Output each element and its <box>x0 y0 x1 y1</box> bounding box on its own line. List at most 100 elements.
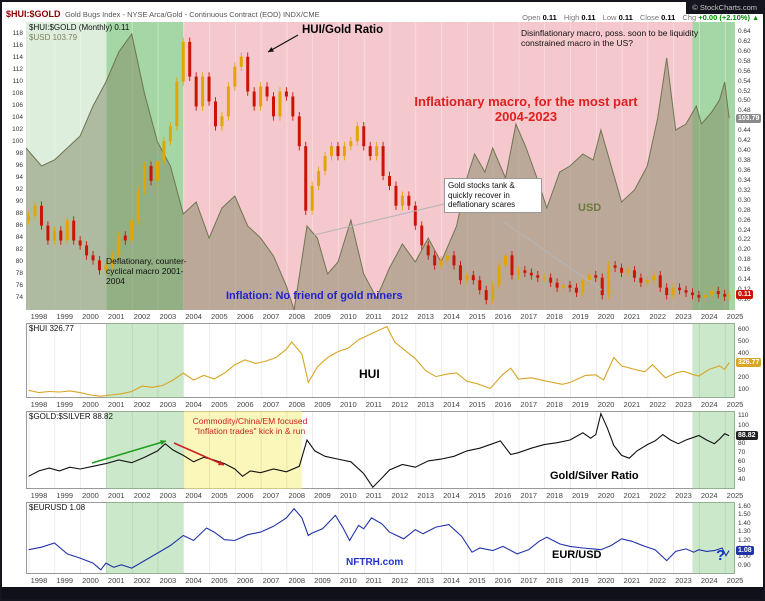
axis-tick-label: 88 <box>15 210 23 217</box>
x-axis-year-label: 2006 <box>236 491 254 500</box>
annotation-gold-stocks-tank: Gold stocks tank & quickly recover in de… <box>444 178 542 213</box>
legend-eurusd: $EURUSD 1.08 <box>29 503 86 512</box>
x-axis-year-label: 2014 <box>443 400 460 409</box>
axis-tick-label: 112 <box>12 66 23 73</box>
axis-tick-label: 106 <box>12 102 23 109</box>
question-mark-annotation: ? <box>716 547 726 564</box>
x-axis-year-label: 2018 <box>546 491 563 500</box>
legend-main-symbol: $HUI:$GOLD (Monthly) 0.11 <box>29 23 130 32</box>
nftrh-watermark: NFTRH.com <box>346 557 404 568</box>
panel-gold-silver-ratio: $GOLD:$SILVER 88.82 Commodity/China/EM f… <box>2 411 763 502</box>
high-label: High <box>563 13 580 22</box>
chg-label: Chg <box>682 13 697 22</box>
x-axis-year-label: 2003 <box>159 400 177 409</box>
x-axis-year-label: 1998 <box>30 576 48 585</box>
gold-silver-panel-title: Gold/Silver Ratio <box>550 470 639 482</box>
x-axis-year-label: 1998 <box>30 491 48 500</box>
x-axis-year-label: 2004 <box>185 491 202 500</box>
legend-main: $HUI:$GOLD (Monthly) 0.11 $USD 103.79 <box>29 23 129 43</box>
axis-tick-label: 92 <box>15 186 23 193</box>
x-axis-year-label: 2006 <box>236 400 254 409</box>
axis-tick-label: 0.28 <box>738 206 751 214</box>
axis-tick-label: 0.42 <box>738 137 751 145</box>
quote-line: Open 0.11 High 0.11 Low 0.11 Close 0.11 … <box>517 13 759 22</box>
x-axis-year-label: 2004 <box>185 312 202 321</box>
x-axis-year-label: 2025 <box>726 576 744 585</box>
axis-tick-label: 1.40 <box>738 519 751 527</box>
x-axis-year-label: 2017 <box>520 312 538 321</box>
x-axis-year-label: 1999 <box>56 312 74 321</box>
x-axis-year-label: 1998 <box>30 400 48 409</box>
gold-silver-ratio-chart <box>28 411 735 489</box>
x-axis-year-label: 2025 <box>726 312 744 321</box>
x-axis-year-label: 2016 <box>494 400 512 409</box>
x-axis-year-label: 2008 <box>288 576 306 585</box>
x-axis-year-label: 2001 <box>107 312 125 321</box>
x-axis-year-label: 2003 <box>159 491 177 500</box>
axis-tick-label: 1.20 <box>738 536 751 544</box>
x-axis-year-label: 2002 <box>133 576 151 585</box>
x-axis-year-label: 2016 <box>494 491 512 500</box>
axis-tick-label: 40 <box>738 475 746 483</box>
axis-tick-label: 76 <box>15 282 23 289</box>
axis-tick-label: 0.30 <box>738 196 751 204</box>
x-axis-year-label: 2021 <box>623 576 641 585</box>
axis-tick-label: 0.18 <box>738 256 751 264</box>
x-axis-year-label: 2000 <box>82 400 99 409</box>
symbol: $HUI:$GOLD <box>6 9 61 19</box>
x-axis-year-label: 2010 <box>339 576 357 585</box>
axis-tick-label: 80 <box>15 258 23 265</box>
x-axis-year-label: 2025 <box>726 400 744 409</box>
x-axis-eurusd: 1998 1999 2000 2001 2002 2003 2004 2005 2006 2007… <box>2 574 763 587</box>
x-axis-year-label: 2019 <box>571 400 589 409</box>
x-axis-year-label: 2005 <box>211 312 228 321</box>
x-axis-year-label: 2024 <box>700 312 718 321</box>
x-axis-year-label: 2018 <box>546 576 563 585</box>
axis-tick-label: 0.22 <box>738 236 751 244</box>
x-axis-year-label: 2015 <box>468 576 486 585</box>
x-axis-year-label: 2007 <box>262 491 280 500</box>
x-axis-year-label: 2022 <box>649 400 667 409</box>
x-axis-year-label: 2002 <box>133 400 151 409</box>
axis-tick-label: 114 <box>12 54 23 61</box>
axis-tick-label: 0.34 <box>738 176 751 184</box>
low-label: Low <box>602 13 617 22</box>
x-axis-year-label: 2014 <box>443 312 460 321</box>
x-axis-year-label: 2022 <box>649 576 667 585</box>
copyright-label: © StockCharts.com <box>686 2 763 14</box>
x-axis-year-label: 2011 <box>365 312 382 321</box>
x-axis-year-label: 2019 <box>571 491 589 500</box>
axis-tick-label: 0.16 <box>738 266 751 274</box>
y-axis-right-ratio: 0.10 0.12 0.14 0.16 0.18 0.20 0.22 0.24 0.26 0.28… <box>735 22 763 310</box>
x-axis-year-label: 2000 <box>82 576 99 585</box>
axis-tick-label: 118 <box>12 30 23 37</box>
axis-tick-label: 60 <box>738 457 746 465</box>
x-axis-year-label: 2010 <box>339 491 357 500</box>
plot-eurusd: $EURUSD 1.08 NFTRH.com EUR/USD ? <box>26 502 735 574</box>
x-axis-year-label: 2012 <box>391 400 409 409</box>
x-axis-year-label: 2021 <box>623 491 641 500</box>
axis-tick-label: 80 <box>738 439 746 447</box>
axis-tick-label: 0.56 <box>738 67 751 75</box>
x-axis-year-label: 2013 <box>417 312 434 321</box>
x-axis-year-label: 1998 <box>30 312 48 321</box>
axis-tick-label: 74 <box>15 294 23 301</box>
x-axis-year-label: 2024 <box>700 576 718 585</box>
x-axis-year-label: 2003 <box>159 312 177 321</box>
axis-tick-label: 0.52 <box>738 87 751 95</box>
annotation-inflation-no-friend: Inflation: No friend of gold miners <box>226 290 403 302</box>
axis-tick-label: 500 <box>738 338 749 346</box>
annotation-inflation-trades: Commodity/China/EM focused "Inflation tr… <box>192 416 308 436</box>
axis-tick-label: 0.62 <box>738 37 751 45</box>
x-axis-year-label: 2021 <box>623 312 641 321</box>
x-axis-year-label: 2025 <box>726 491 744 500</box>
axis-tick-label: 100 <box>738 385 749 393</box>
bottom-border-bar <box>2 587 763 599</box>
x-axis-year-label: 2013 <box>417 576 434 585</box>
chart-header: $HUI:$GOLD Gold Bugs Index - NYSE Arca/G… <box>2 2 763 31</box>
x-axis-year-label: 2000 <box>82 312 99 321</box>
x-axis-year-label: 2006 <box>236 576 254 585</box>
panel-hui-gold-ratio: 74 76 78 80 82 84 86 88 90 92 94 96 98 100 102 104 106 10… <box>2 22 763 323</box>
axis-tick-label: 0.40 <box>738 147 751 155</box>
